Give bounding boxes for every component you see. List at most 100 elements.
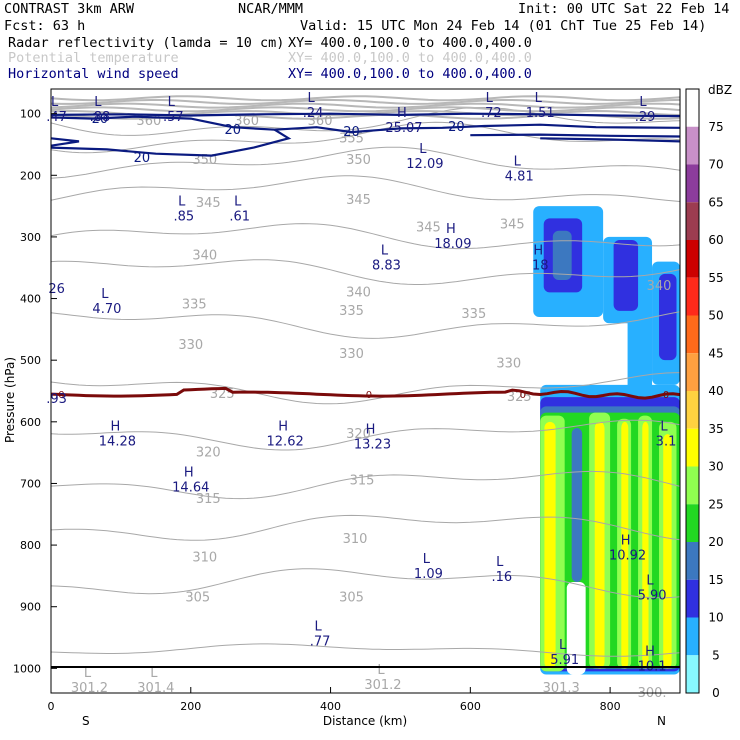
marker-value: 14.64 [172, 481, 209, 496]
colorbar-level-label: 10 [708, 611, 723, 625]
marker-h: H12.62 [267, 419, 304, 449]
colorbar-level-label: 75 [708, 120, 723, 134]
theta-contour-350 [50, 146, 681, 179]
theta-contour-320 [50, 419, 681, 451]
marker-letter: L [559, 638, 567, 653]
freezing-level-label: 0 [663, 390, 669, 401]
marker-letter: L [234, 194, 242, 209]
y-tick-label: 200 [20, 169, 41, 182]
theta-contour-315 [50, 470, 681, 500]
colorbar-level-label: 55 [708, 271, 723, 285]
x-tick-label: 200 [180, 700, 201, 713]
marker-value: 13.23 [354, 437, 391, 452]
theta-contour-355 [50, 121, 681, 154]
marker-l: L12.09 [406, 142, 443, 172]
colorbar-swatch [686, 277, 699, 316]
marker-h: H18 [532, 244, 549, 274]
wind-label: 20 [448, 120, 465, 135]
theta-contour-340 [50, 223, 681, 250]
theta-label: 330 [496, 356, 521, 371]
colorbar-level-label: 70 [708, 158, 723, 172]
colorbar-swatch [686, 466, 699, 505]
field-xy-wind: XY= 400.0,100.0 to 400.0,400.0 [288, 66, 532, 82]
y-tick-label: 800 [20, 539, 41, 552]
marker-value: .29 [635, 110, 656, 125]
marker-letter: L [419, 142, 427, 157]
marker-value: 301.2 [71, 681, 108, 696]
x-end-left: S [82, 714, 90, 728]
freezing-level-line [50, 386, 681, 400]
theta-label: 350 [346, 153, 371, 168]
marker-l: L.85 [173, 194, 194, 224]
reflectivity-cell-2 [552, 230, 572, 281]
colorbar-level-label: 15 [708, 573, 723, 587]
marker-letter: H [621, 533, 631, 548]
field-label-reflectivity: Radar reflectivity (lamda = 10 cm) [8, 35, 284, 51]
marker-l: L.16 [491, 555, 512, 585]
reflectivity-cell-22 [663, 434, 672, 669]
wind-contour-top [50, 112, 681, 118]
marker-letter: L [535, 91, 543, 106]
theta-contour-upper-0 [50, 95, 681, 102]
y-axis-label: Pressure (hPa) [3, 357, 17, 443]
reflectivity-cell-13 [544, 421, 556, 669]
marker-letter: L [101, 287, 109, 302]
marker-letter: L [84, 666, 92, 681]
colorbar-level-label: 30 [708, 460, 723, 474]
theta-label: 335 [339, 304, 364, 319]
model-title: CONTRAST 3km ARW [4, 1, 135, 17]
axes: Distance (km) Pressure (hPa) S N 0 200 400… [3, 108, 666, 728]
marker-value: .93 [46, 392, 67, 407]
wind-contour-20d [470, 133, 681, 138]
colorbar-swatch [686, 353, 699, 391]
marker-value: .24 [303, 106, 324, 121]
marker-value: .77 [310, 635, 331, 650]
theta-contour-300 [50, 643, 681, 657]
colorbar-swatch [686, 126, 699, 165]
y-tick-label: 300 [20, 231, 41, 244]
marker-value: 5.90 [638, 588, 667, 603]
marker-letter: L [486, 91, 494, 106]
forecast-hour: Fcst: 63 h [4, 18, 85, 34]
marker-letter: H [533, 244, 543, 259]
reflectivity-cell-20 [642, 421, 649, 669]
theta-label: 340 [346, 285, 371, 300]
colorbar-level-label: 35 [708, 422, 723, 436]
wind-contour-20c [50, 137, 80, 147]
marker-value: 10.92 [609, 548, 646, 563]
theta-contour-325 [50, 372, 681, 405]
marker-l: L5.90 [638, 573, 667, 603]
marker-value: 301.4 [137, 681, 174, 696]
plot-frame [50, 88, 681, 694]
theta-label: 305 [339, 590, 364, 605]
freezing-level-label: 0 [520, 390, 526, 401]
colorbar-swatch [686, 89, 699, 127]
marker-letter: L [307, 91, 315, 106]
marker-letter: L [646, 573, 654, 588]
marker-value: 1.51 [526, 106, 555, 121]
marker-letter: L [423, 552, 431, 567]
colorbar-level-label: 5 [712, 648, 720, 662]
theta-label: 315 [196, 492, 221, 507]
marker-letter: L [51, 95, 59, 110]
marker-value: 1.09 [414, 567, 443, 582]
marker-value: 18 [532, 259, 549, 274]
x-tick-label: 0 [48, 700, 55, 713]
marker-value: 25.07 [385, 121, 422, 136]
marker-value: 14.28 [99, 434, 136, 449]
colorbar-level-label: 40 [708, 384, 723, 398]
marker-l: L.72 [481, 91, 502, 121]
colorbar-frame [685, 88, 700, 694]
marker-letter: L [150, 666, 158, 681]
marker-value: 4.70 [92, 302, 121, 317]
colorbar-swatch [686, 240, 699, 278]
marker-l: L1.09 [414, 552, 443, 582]
colorbar-level-label: 60 [708, 233, 723, 247]
theta-contour-345 [50, 175, 681, 202]
marker-value: 3.1 [656, 434, 677, 449]
marker-value: 12.62 [267, 434, 304, 449]
